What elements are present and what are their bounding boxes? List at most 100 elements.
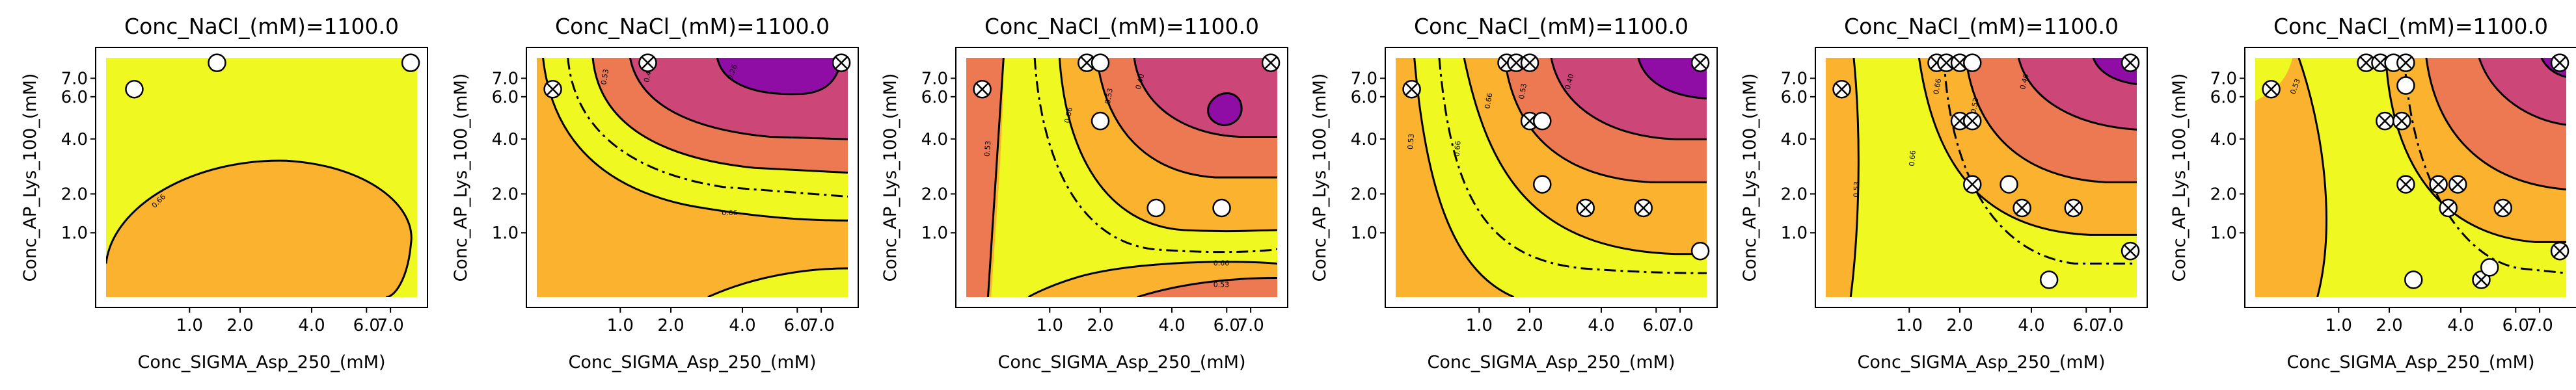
contour-line: [2299, 58, 2326, 297]
contour-field: 0.53: [2255, 58, 2566, 297]
x-tick-label: 7.0: [1237, 316, 1264, 335]
x-axis-label: Conc_SIGMA_Asp_250_(mM): [138, 352, 386, 372]
axes-frame: [95, 47, 428, 308]
contour-label: 0.66: [1932, 78, 1943, 95]
sample-point: [1962, 53, 1982, 72]
sample-point-crossed: [2396, 175, 2415, 194]
y-tick-label: 7.0: [61, 69, 88, 88]
x-tick-label: 1.0: [176, 316, 203, 335]
y-axis-label: Conc_AP_Lys_100_(mM): [1310, 73, 1330, 282]
x-tick-label: 4.0: [298, 316, 325, 335]
sample-point: [1091, 111, 1110, 131]
contour-label: 0.53: [1969, 97, 1980, 114]
contour-label: 0.66: [1063, 107, 1074, 124]
sample-point-crossed: [2396, 53, 2415, 72]
contour-line: [106, 161, 411, 297]
contour-label: 0.53: [1406, 133, 1416, 150]
contour-region: [1638, 58, 1707, 99]
panel-title: Conc_NaCl_(mM)=1100.0: [1414, 14, 1688, 39]
contour-line: [1638, 58, 1707, 99]
contour-line: [1208, 93, 1242, 125]
panel-1: 0.66 Conc_NaCl_(mM)=1100.0 1.0 1.0 2.0 2.0 4.0…: [20, 14, 428, 372]
y-tick-label: 4.0: [61, 130, 88, 150]
contour-line: [1551, 58, 1707, 139]
sample-point-crossed: [2550, 53, 2569, 72]
sample-point-crossed: [2121, 53, 2140, 72]
sample-point-crossed: [638, 53, 657, 72]
panel-4: 0.53 0.66 0.66 0.53 0.40 Conc_NaCl_(mM)=1100.…: [1310, 14, 1718, 372]
y-tick-label: 2.0: [1351, 185, 1377, 204]
sample-point-crossed: [1402, 79, 1421, 99]
panel-2: 0.660.53 0.40 0.26Conc_NaCl_(mM)=1100.01.0…: [451, 14, 859, 372]
contour-line: [1944, 58, 2137, 263]
contour-line: [1966, 58, 2137, 182]
x-tick-label: 1.0: [2325, 316, 2352, 335]
panel-5: 0.53 0.66 0.66 0.53 0.40 Conc_NaCl_(mM)=1100.…: [1740, 14, 2148, 372]
y-tick-label: 7.0: [921, 69, 948, 88]
contour-region: [2255, 58, 2327, 297]
sample-point-crossed: [1507, 53, 1526, 72]
sample-point-crossed: [543, 79, 562, 99]
x-tick-label: 7.0: [377, 316, 403, 335]
sample-point: [1212, 198, 1231, 218]
panel-title: Conc_NaCl_(mM)=1100.0: [2273, 14, 2548, 39]
contour-label: 0.40: [1564, 73, 1576, 90]
contour-field: 0.53 0.66 0.66 0.53 0.40: [1396, 58, 1707, 297]
contour-line: [1415, 58, 1514, 297]
contour-label: 0.40: [1134, 73, 1146, 90]
axes-frame: [955, 47, 1288, 308]
y-tick-label: 1.0: [1351, 224, 1377, 243]
contour-region: [1134, 58, 1277, 137]
sample-point-crossed: [1520, 111, 1539, 131]
contour-line: [543, 58, 848, 220]
x-tick-label: 2.0: [1946, 316, 1973, 335]
contour-region: [1826, 58, 1859, 297]
x-tick-label: 2.0: [226, 316, 253, 335]
axes-frame: [1385, 47, 1718, 308]
x-tick-label: 6.0: [353, 316, 380, 335]
sample-point-crossed: [1832, 79, 1851, 99]
contour-region: [1208, 93, 1242, 125]
sample-point-crossed: [1520, 53, 1539, 72]
x-tick-label: 7.0: [2096, 316, 2123, 335]
y-tick-label: 2.0: [492, 185, 519, 204]
y-axis-label: Conc_AP_Lys_100_(mM): [1740, 73, 1760, 282]
x-tick-label: 1.0: [1037, 316, 1063, 335]
y-tick-label: 1.0: [61, 224, 88, 243]
contour-line: [1851, 58, 1858, 297]
x-tick-label: 7.0: [1666, 316, 1693, 335]
sample-point: [2404, 270, 2423, 289]
sample-point-crossed: [2371, 53, 2390, 72]
x-tick-label: 1.0: [1466, 316, 1493, 335]
contour-label: 0.53: [1517, 83, 1528, 99]
y-axis-label: Conc_AP_Lys_100_(mM): [451, 73, 471, 282]
contour-line: [1504, 58, 1707, 182]
sample-point: [2396, 76, 2415, 95]
contour-line: [717, 58, 841, 94]
y-tick-label: 4.0: [1781, 130, 1808, 150]
y-tick-label: 6.0: [1351, 88, 1377, 107]
contour-line: [988, 58, 1003, 297]
panel-title: Conc_NaCl_(mM)=1100.0: [124, 14, 399, 39]
x-tick-label: 6.0: [2073, 316, 2100, 335]
contour-line: [2386, 58, 2566, 242]
contour-label: 0.53: [1213, 281, 1230, 289]
sample-point: [125, 79, 144, 99]
contour-line: [1059, 58, 1277, 231]
x-tick-label: 7.0: [2526, 316, 2553, 335]
y-axis-label: Conc_AP_Lys_100_(mM): [2169, 73, 2190, 282]
x-tick-label: 6.0: [1643, 316, 1670, 335]
sample-point: [1532, 111, 1552, 131]
sample-point: [1091, 53, 1110, 72]
contour-region: [106, 161, 412, 297]
contour-line: [2018, 58, 2137, 129]
contour-field: 0.53 0.66 0.53 0.40 0.66 0.53: [966, 58, 1277, 297]
contour-region: [2298, 58, 2566, 297]
y-tick-label: 4.0: [2210, 130, 2237, 150]
x-tick-label: 4.0: [2018, 316, 2044, 335]
x-tick-label: 4.0: [1588, 316, 1614, 335]
contour-line: [568, 58, 848, 196]
contour-line: [593, 58, 848, 173]
x-tick-label: 1.0: [607, 316, 634, 335]
x-axis-label: Conc_SIGMA_Asp_250_(mM): [569, 352, 817, 372]
